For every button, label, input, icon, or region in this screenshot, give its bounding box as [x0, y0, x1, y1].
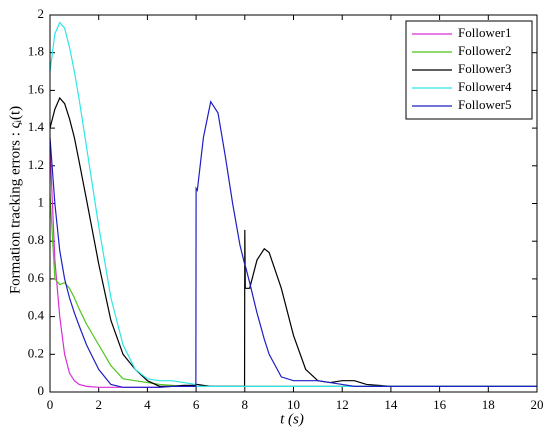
legend-label: Follower3 [458, 61, 511, 76]
x-axis-label: t (s) [280, 411, 304, 427]
x-tick-label: 10 [287, 397, 300, 412]
x-tick-label: 4 [144, 397, 151, 412]
legend-label: Follower4 [458, 79, 512, 94]
x-tick-label: 20 [531, 397, 544, 412]
x-tick-label: 2 [95, 397, 102, 412]
y-tick-label: 1.2 [28, 157, 44, 172]
x-tick-label: 14 [384, 397, 398, 412]
y-tick-label: 0.4 [28, 308, 45, 323]
x-tick-label: 12 [336, 397, 349, 412]
x-tick-label: 16 [433, 397, 447, 412]
x-tick-label: 18 [482, 397, 495, 412]
y-tick-label: 0.2 [28, 345, 44, 360]
y-tick-label: 0 [38, 383, 45, 398]
legend-label: Follower5 [458, 97, 511, 112]
legend-label: Follower2 [458, 43, 511, 58]
series-line [49, 100, 537, 388]
x-tick-label: 8 [242, 397, 249, 412]
y-tick-label: 1.6 [28, 81, 45, 96]
y-tick-label: 1.4 [28, 119, 45, 134]
y-tick-label: 0.6 [28, 270, 45, 285]
plot-frame [49, 14, 538, 393]
y-tick-label: 0.8 [28, 232, 44, 247]
y-tick-label: 1.8 [28, 44, 44, 59]
y-tick-label: 2 [38, 6, 45, 21]
legend-label: Follower1 [458, 25, 511, 40]
y-axis-label: Formation tracking errors : ςᵢ(t) [7, 106, 23, 294]
y-tick-label: 1 [38, 194, 45, 209]
x-tick-label: 6 [193, 397, 200, 412]
x-tick-label: 0 [47, 397, 54, 412]
